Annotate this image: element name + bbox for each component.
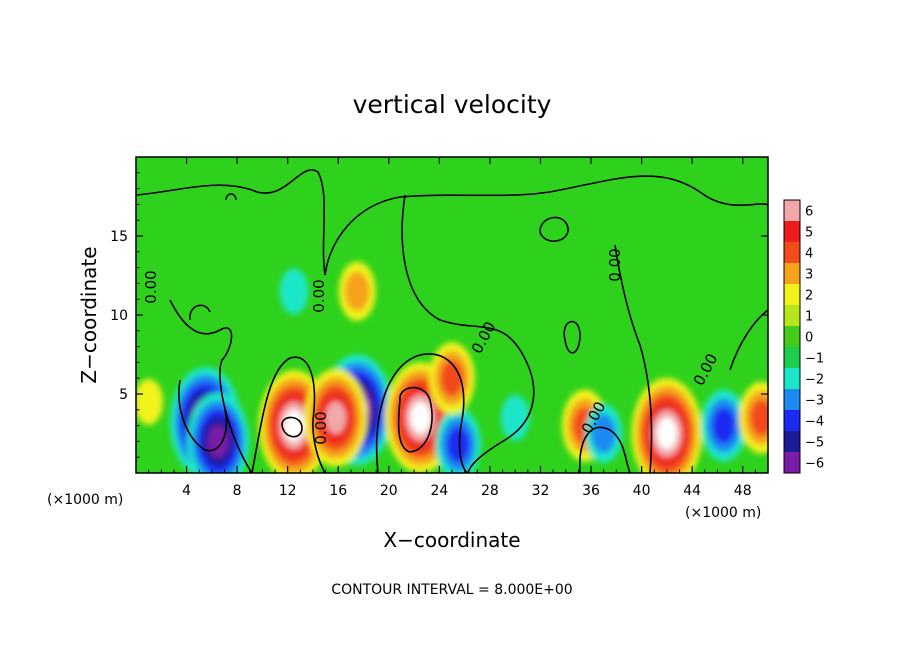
x-tick-label: 36 bbox=[582, 483, 600, 499]
field-blob bbox=[661, 425, 672, 442]
y-tick-label: 5 bbox=[119, 387, 128, 403]
contour-line bbox=[169, 299, 253, 473]
field-blob bbox=[330, 409, 341, 426]
x-tick-label: 8 bbox=[233, 483, 242, 499]
colorbar-swatch bbox=[784, 326, 800, 348]
y-axis-label: Z−coordinate bbox=[77, 246, 101, 383]
contour-label: 0.00 bbox=[312, 411, 330, 444]
colorbar-label: −1 bbox=[805, 352, 824, 367]
field-blob bbox=[755, 408, 768, 427]
velocity-field bbox=[136, 261, 768, 473]
colorbar-swatch bbox=[784, 452, 800, 474]
colorbar-label: 1 bbox=[805, 310, 813, 325]
colorbar-swatch bbox=[784, 305, 800, 327]
colorbar-label: 2 bbox=[805, 289, 813, 304]
contour-interval-note: CONTOUR INTERVAL = 8.000E+00 bbox=[331, 582, 572, 598]
field-blob bbox=[718, 416, 730, 435]
contour-label: 0.00 bbox=[310, 279, 328, 312]
field-blob bbox=[452, 435, 465, 454]
colorbar-swatch bbox=[784, 347, 800, 369]
y-tick-label: 15 bbox=[110, 229, 128, 245]
colorbar-swatch bbox=[784, 221, 800, 243]
colorbar-swatch bbox=[784, 263, 800, 285]
x-axis-label: X−coordinate bbox=[383, 528, 520, 552]
zero-contours bbox=[136, 169, 768, 473]
contour-line bbox=[375, 353, 469, 473]
y-axis: 5 10 15 bbox=[110, 172, 768, 458]
x-tick-label: 44 bbox=[683, 483, 701, 499]
x-tick-label: 32 bbox=[532, 483, 550, 499]
colorbar-label: 3 bbox=[805, 268, 813, 283]
contour-line bbox=[614, 244, 653, 473]
field-blob bbox=[351, 281, 364, 302]
colorbar-swatch bbox=[784, 431, 800, 453]
x-tick-label: 12 bbox=[279, 483, 297, 499]
x-tick-label: 48 bbox=[734, 483, 752, 499]
colorbar: 6 5 4 3 2 1 0 −1 −2 −3 −4 −5 −6 bbox=[783, 199, 824, 474]
colorbar-label: 5 bbox=[805, 226, 813, 241]
x-units-label-left: (×1000 m) bbox=[47, 492, 123, 508]
field-blob bbox=[288, 417, 300, 434]
colorbar-label: −3 bbox=[805, 394, 824, 409]
contour-label: 0.00 bbox=[606, 248, 624, 281]
field-blob bbox=[415, 409, 426, 426]
contour-line bbox=[401, 194, 535, 473]
x-tick-label: 24 bbox=[430, 483, 448, 499]
x-units-label-right: (×1000 m) bbox=[685, 505, 761, 521]
colorbar-frame bbox=[783, 199, 801, 474]
colorbar-swatch bbox=[784, 389, 800, 411]
colorbar-swatch bbox=[784, 410, 800, 432]
contour-line bbox=[178, 379, 228, 452]
colorbar-swatch bbox=[784, 368, 800, 390]
contour-label: 0.00 bbox=[142, 270, 160, 303]
contour-line bbox=[539, 216, 569, 242]
field-blob bbox=[212, 433, 224, 450]
colorbar-swatch bbox=[784, 200, 800, 222]
x-tick-label: 4 bbox=[182, 483, 191, 499]
field-blob bbox=[508, 406, 523, 430]
field-blob bbox=[141, 390, 156, 414]
colorbar-swatch bbox=[784, 284, 800, 306]
contour-line bbox=[136, 169, 768, 276]
colorbar-label: −2 bbox=[805, 373, 824, 388]
colorbar-label: 0 bbox=[805, 331, 813, 346]
y-tick-label: 10 bbox=[110, 308, 128, 324]
contour-line bbox=[579, 426, 631, 473]
x-tick-label: 28 bbox=[481, 483, 499, 499]
colorbar-label: −4 bbox=[805, 415, 824, 430]
x-tick-label: 40 bbox=[633, 483, 651, 499]
chart-title: vertical velocity bbox=[353, 90, 552, 119]
colorbar-label: −6 bbox=[805, 457, 824, 472]
x-tick-label: 16 bbox=[329, 483, 347, 499]
colorbar-label: 4 bbox=[805, 247, 813, 262]
x-tick-label: 20 bbox=[380, 483, 398, 499]
plot-area: 0.00 0.00 0.00 0.00 0.00 0.00 0.00 4 8 12 1… bbox=[110, 156, 769, 499]
x-axis: 4 8 12 16 20 24 28 32 36 40 44 48 bbox=[148, 157, 756, 499]
field-blob bbox=[446, 369, 458, 388]
contour-line bbox=[225, 193, 237, 201]
contour-line bbox=[729, 309, 768, 371]
colorbar-label: 6 bbox=[805, 205, 813, 220]
colorbar-swatch bbox=[784, 242, 800, 264]
field-shading bbox=[136, 261, 768, 473]
contour-line bbox=[281, 416, 303, 438]
contour-line bbox=[563, 320, 581, 354]
field-blob bbox=[286, 279, 302, 303]
colorbar-label: −5 bbox=[805, 436, 824, 451]
contour-line bbox=[189, 304, 211, 321]
contour-line bbox=[397, 386, 433, 453]
contour-line bbox=[251, 356, 326, 473]
